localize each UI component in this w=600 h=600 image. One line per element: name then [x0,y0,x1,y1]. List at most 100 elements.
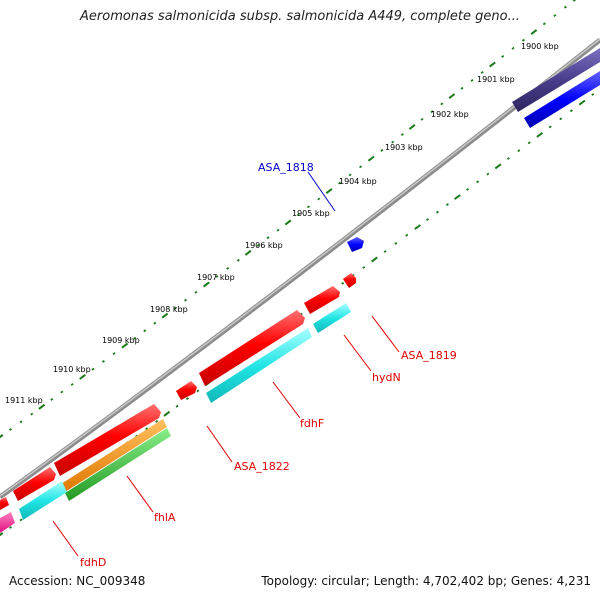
genome-backbone [0,38,600,500]
ruler-minor-tick [394,241,398,245]
gene-label-fdhD: fdhD [80,556,106,569]
gene-asa-1819[interactable] [343,273,356,288]
ruler-labels: 1900 kbp 1901 kbp 1902 kbp 1903 kbp 1904… [5,42,559,405]
ruler-minor-tick [215,275,219,278]
accession-text: Accession: NC_009348 [9,574,146,588]
ruler-minor-tick [470,78,474,82]
ruler-minor-tick [391,140,395,144]
ruler-minor-tick [306,205,310,209]
ruler-minor-tick [256,243,260,247]
ruler-major-tick [244,249,252,256]
ruler-minor-tick [296,213,300,217]
ruler-label: 1911 kbp [5,396,43,405]
ruler-minor-tick [194,290,198,294]
ruler-label: 1908 kbp [150,305,188,314]
ruler-minor-tick [425,218,430,222]
ruler-major-tick [371,256,378,263]
ruler-minor-tick [112,352,116,356]
ruler-label: 1905 kbp [292,209,330,218]
gene-fdhD[interactable] [13,467,56,501]
leader-line [371,315,400,353]
ruler-minor-tick [476,180,480,184]
leader-line [206,425,233,463]
ruler-label: 1904 kbp [339,177,377,186]
ruler-minor-tick [405,233,409,237]
ruler-minor-tick [8,427,12,431]
ruler-minor-tick [19,518,23,522]
ruler-major-tick [38,403,46,410]
leader-line [307,171,336,212]
ruler-label: 1906 kbp [245,241,283,250]
gene-label-hydN: hydN [372,371,401,384]
gene-hydN[interactable] [304,286,340,314]
ruler-minor-tick [317,197,321,201]
feature-fhlA-orange[interactable] [61,419,167,492]
ruler-minor-tick [348,173,352,177]
ruler-major-tick [578,99,586,106]
ruler-minor-tick [380,148,384,152]
ruler-minor-tick [362,266,366,269]
ruler-minor-tick [50,397,54,401]
ruler-minor-tick [521,38,525,42]
ruler-minor-tick [383,250,387,253]
ruler-minor-tick [430,110,434,114]
ruler-major-tick [161,312,169,319]
ruler-minor-tick [480,70,484,74]
ruler-minor-tick [553,14,557,18]
ruler-minor-tick [517,149,521,153]
ruler-major-tick [367,155,375,162]
gene-fhlA[interactable] [54,404,161,476]
gene-label-fhlA: fhlA [154,511,176,524]
ruler-major-tick [448,93,456,99]
ruler-major-tick [284,219,292,226]
ruler-minor-tick [527,141,531,145]
genome-backbone-highlight [0,38,600,497]
gene-block-dark-blue[interactable] [512,48,600,112]
gene-fdhF[interactable] [199,310,305,386]
cds-fdhD[interactable] [19,481,67,520]
ruler-major-tick [530,29,538,35]
ruler-minor-tick [359,165,363,169]
gene-edge-pink[interactable] [0,512,15,533]
leader-line [343,334,372,372]
ruler-major-tick [536,131,544,138]
gene-label-asa-1822: ASA_1822 [234,460,290,473]
ruler-label: 1903 kbp [385,143,423,152]
ruler-minor-tick [445,203,449,207]
gene-asa-1822[interactable] [176,381,197,400]
cds-fdhF[interactable] [206,328,312,403]
ruler-label: 1901 kbp [477,75,515,84]
ruler-major-tick [79,373,86,380]
ruler-major-tick [414,224,421,230]
ruler-label: 1902 kbp [431,110,469,119]
cds-hydN[interactable] [313,303,351,333]
ruler-minor-tick [511,46,515,50]
ruler-major-tick [163,410,171,417]
ruler-label: 1909 kbp [102,336,140,345]
ruler-major-tick [408,124,416,130]
ruler-minor-tick [341,281,345,285]
ruler-minor-tick [338,181,342,185]
ruler-major-tick [325,188,333,194]
ruler-minor-tick [155,419,159,423]
ruler-minor-tick [175,404,179,408]
ruler-minor-tick [435,210,439,214]
feature-fhlA-green[interactable] [65,428,171,501]
ruler-major-tick [494,163,502,170]
ruler-minor-tick [153,321,157,325]
ruler-minor-tick [440,102,444,106]
ruler-minor-tick [420,117,424,121]
ruler-major-tick [454,194,461,200]
gene-edge-red[interactable] [0,497,9,510]
ruler-minor-tick [501,54,505,58]
topology-text: Topology: circular; Length: 4,702,402 bp… [261,574,591,588]
gene-asa-1818[interactable] [347,237,364,252]
map-title: Aeromonas salmonicida subsp. salmonicida… [80,9,520,24]
ruler-minor-tick [276,228,280,232]
ruler-major-tick [0,434,4,439]
ruler-major-tick [121,342,129,349]
ruler-minor-tick [466,187,470,191]
gene-block-blue[interactable] [524,71,600,128]
leader-line [126,475,154,513]
